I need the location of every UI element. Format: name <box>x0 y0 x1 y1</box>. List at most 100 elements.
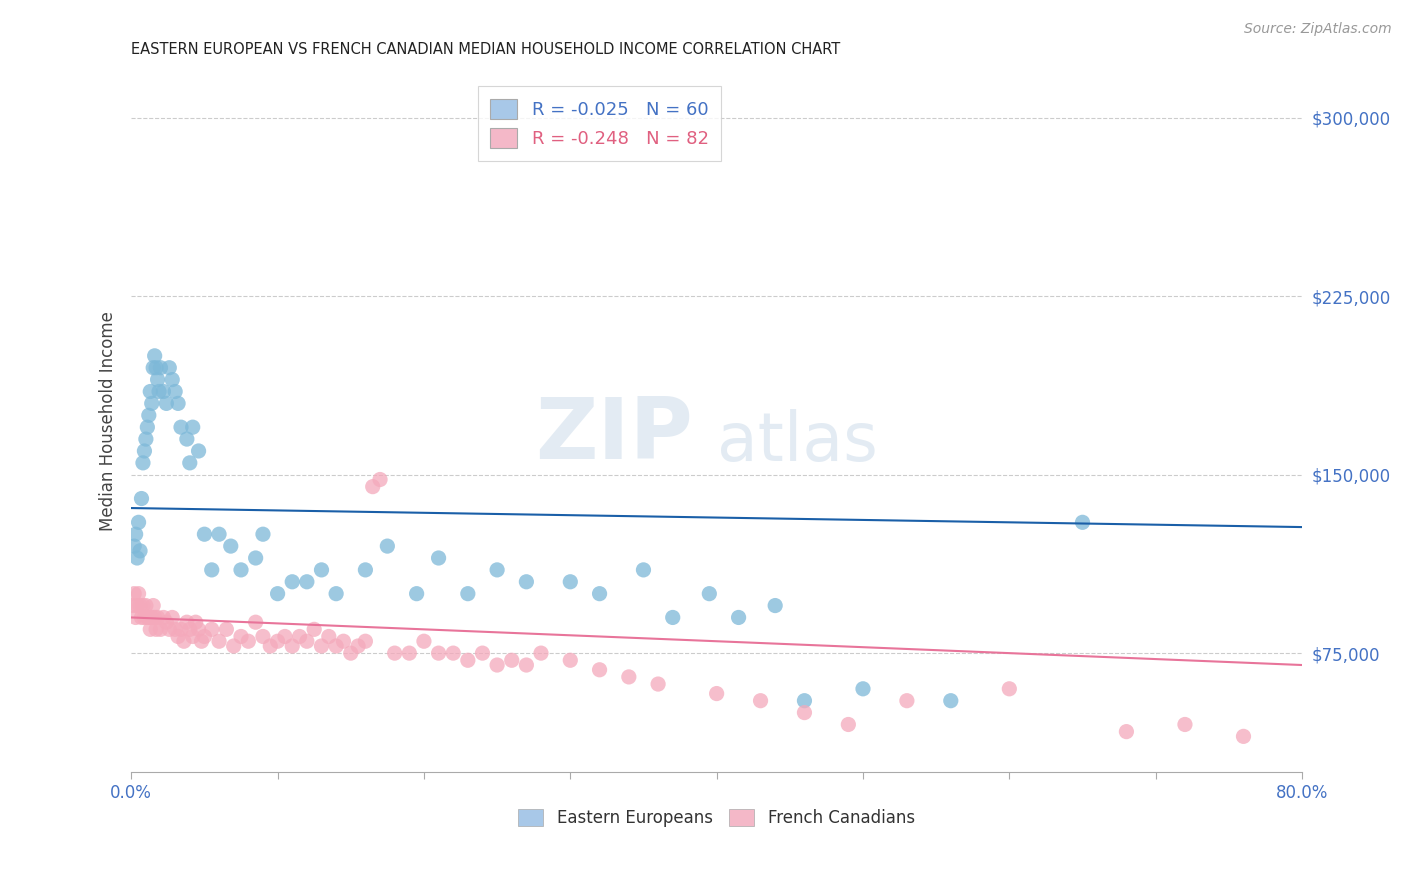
Point <box>181 420 204 434</box>
Point <box>560 574 582 589</box>
Point <box>222 639 245 653</box>
Point <box>252 630 274 644</box>
Point <box>852 681 875 696</box>
Point <box>167 396 190 410</box>
Point <box>124 527 146 541</box>
Point <box>288 630 311 644</box>
Point <box>170 420 193 434</box>
Point <box>160 610 183 624</box>
Point <box>441 646 464 660</box>
Point <box>146 373 169 387</box>
Point <box>427 646 450 660</box>
Point <box>146 610 169 624</box>
Text: EASTERN EUROPEAN VS FRENCH CANADIAN MEDIAN HOUSEHOLD INCOME CORRELATION CHART: EASTERN EUROPEAN VS FRENCH CANADIAN MEDI… <box>131 42 841 57</box>
Point <box>132 456 155 470</box>
Point <box>190 634 212 648</box>
Point <box>259 639 281 653</box>
Point <box>215 623 238 637</box>
Point <box>361 480 384 494</box>
Point <box>122 587 145 601</box>
Point <box>142 360 165 375</box>
Point <box>187 623 209 637</box>
Point <box>530 646 553 660</box>
Point <box>139 384 162 399</box>
Point <box>339 646 361 660</box>
Point <box>266 634 288 648</box>
Point <box>515 574 537 589</box>
Point <box>560 653 582 667</box>
Point <box>208 527 231 541</box>
Point <box>471 646 494 660</box>
Y-axis label: Median Household Income: Median Household Income <box>100 311 117 531</box>
Point <box>122 539 145 553</box>
Point <box>245 551 267 566</box>
Point <box>128 516 150 530</box>
Point <box>141 396 163 410</box>
Point <box>486 563 509 577</box>
Point <box>165 384 187 399</box>
Point <box>131 610 153 624</box>
Point <box>160 373 183 387</box>
Point <box>727 610 749 624</box>
Point <box>184 615 207 630</box>
Point <box>201 623 224 637</box>
Point <box>368 473 391 487</box>
Point <box>134 610 156 624</box>
Point <box>398 646 420 660</box>
Point <box>266 587 288 601</box>
Point <box>157 360 180 375</box>
Point <box>281 639 304 653</box>
Point <box>129 599 152 613</box>
Point <box>633 563 655 577</box>
Point <box>377 539 399 553</box>
Point <box>152 384 174 399</box>
Point <box>149 360 172 375</box>
Point <box>647 677 669 691</box>
Text: atlas: atlas <box>717 409 877 475</box>
Point <box>302 623 325 637</box>
Point <box>173 634 195 648</box>
Point <box>138 409 160 423</box>
Point <box>486 658 509 673</box>
Point <box>588 587 610 601</box>
Point <box>127 599 149 613</box>
Point <box>245 615 267 630</box>
Point <box>413 634 436 648</box>
Point <box>179 456 201 470</box>
Point <box>132 599 155 613</box>
Point <box>138 610 160 624</box>
Point <box>588 663 610 677</box>
Point <box>457 587 479 601</box>
Point <box>143 349 166 363</box>
Point <box>187 444 209 458</box>
Point <box>129 544 152 558</box>
Point <box>181 630 204 644</box>
Point <box>405 587 427 601</box>
Point <box>763 599 786 613</box>
Point <box>238 634 260 648</box>
Point <box>311 563 333 577</box>
Text: Source: ZipAtlas.com: Source: ZipAtlas.com <box>1244 22 1392 37</box>
Point <box>143 610 166 624</box>
Point <box>193 630 215 644</box>
Point <box>939 694 962 708</box>
Point <box>149 623 172 637</box>
Point <box>179 623 201 637</box>
Point <box>208 634 231 648</box>
Point <box>1115 724 1137 739</box>
Point <box>347 639 370 653</box>
Point <box>837 717 859 731</box>
Point <box>145 360 167 375</box>
Point <box>148 384 170 399</box>
Point <box>229 630 252 644</box>
Point <box>252 527 274 541</box>
Point <box>325 639 347 653</box>
Point <box>152 610 174 624</box>
Point <box>617 670 640 684</box>
Point <box>318 630 340 644</box>
Point <box>793 706 815 720</box>
Point <box>354 563 377 577</box>
Point <box>661 610 683 624</box>
Point <box>167 630 190 644</box>
Text: ZIP: ZIP <box>536 393 693 476</box>
